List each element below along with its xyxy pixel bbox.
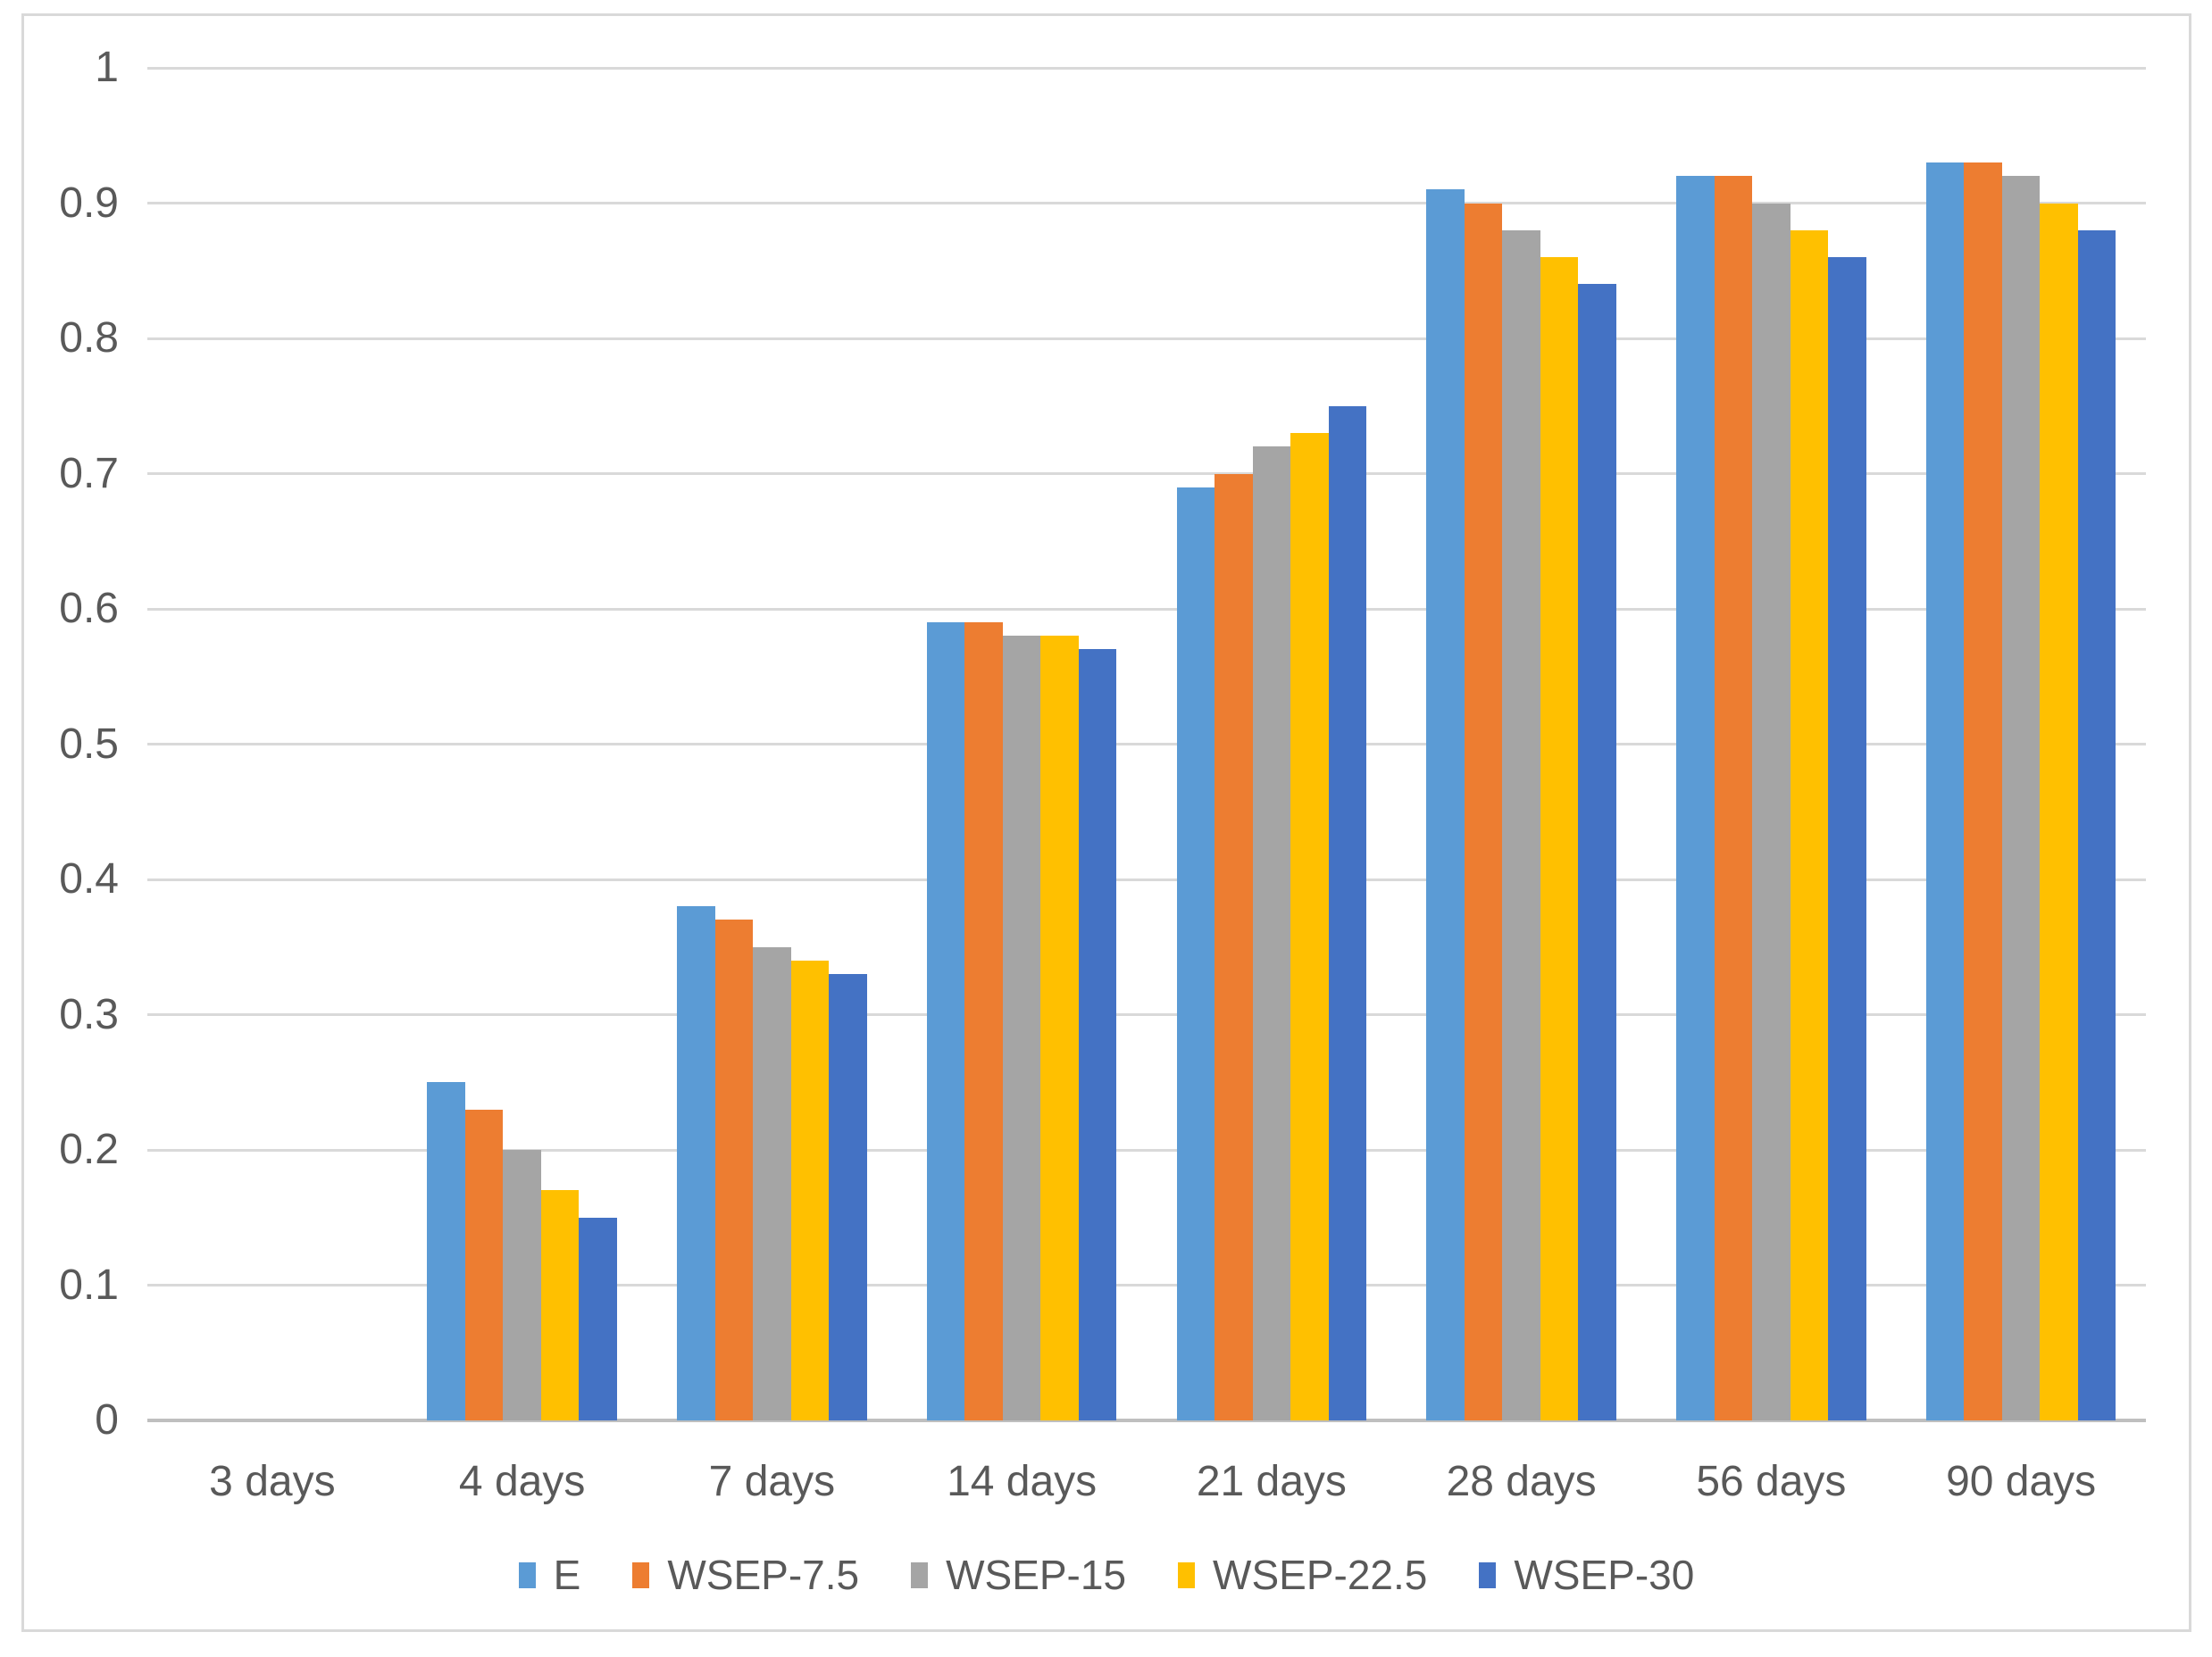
bar-wsep-22-5-90-days: [2040, 203, 2078, 1420]
y-tick-label-0-5: 0.5: [59, 720, 119, 768]
legend-item-wsep-15: WSEP-15: [911, 1551, 1126, 1599]
bar-e-90-days: [1925, 162, 1965, 1420]
bar-wsep-15-21-days: [1252, 446, 1291, 1420]
bar-group-28-days: [1397, 68, 1647, 1420]
bar-e-4-days: [427, 1082, 465, 1420]
bar-group-3-days: [147, 68, 397, 1420]
bar-wsep-22-5-4-days: [540, 1190, 580, 1420]
bar-wsep-30-21-days: [1328, 405, 1367, 1420]
y-tick-label-0-3: 0.3: [59, 990, 119, 1038]
gridline-0-9: [147, 202, 2146, 204]
bar-wsep-15-90-days: [2001, 176, 2041, 1420]
bar-group-7-days: [647, 68, 897, 1420]
legend-marker-wsep-22-5: [1178, 1561, 1196, 1588]
legend-item-wsep-30: WSEP-30: [1479, 1551, 1694, 1599]
legend-marker-e: [518, 1561, 536, 1588]
bar-e-56-days: [1676, 176, 1715, 1420]
chart-frame: 0 0.1 0.2 0.3 0.4 0.5 0.6 0.7 0.8 0.9 1 3 days 4 day…: [21, 13, 2191, 1632]
bar-group-56-days: [1647, 68, 1897, 1420]
y-tick-label-0-8: 0.8: [59, 314, 119, 362]
legend-marker-wsep-7-5: [632, 1561, 650, 1588]
bar-e-14-days: [926, 622, 965, 1420]
bar-wsep-30-4-days: [579, 1217, 617, 1420]
y-tick-label-0-2: 0.2: [59, 1126, 119, 1173]
legend-marker-wsep-30: [1479, 1561, 1497, 1588]
legend-marker-wsep-15: [911, 1561, 929, 1588]
bar-wsep-7-5-14-days: [964, 622, 1003, 1420]
legend-item-e: E: [518, 1551, 581, 1599]
bar-wsep-22-5-56-days: [1790, 229, 1829, 1420]
y-tick-label-0-7: 0.7: [59, 449, 119, 497]
bar-wsep-30-14-days: [1078, 649, 1117, 1420]
x-axis-label-7-days: 7 days: [708, 1458, 836, 1505]
legend-label-wsep-30: WSEP-30: [1514, 1552, 1695, 1598]
bar-e-7-days: [677, 906, 715, 1420]
bar-wsep-7-5-4-days: [464, 1109, 504, 1420]
y-tick-label-0: 0: [95, 1396, 119, 1444]
bar-wsep-7-5-7-days: [714, 920, 754, 1420]
y-tick-label-1: 1: [95, 44, 119, 91]
y-tick-label-0-4: 0.4: [59, 855, 119, 903]
legend-label-wsep-7-5: WSEP-7.5: [667, 1552, 860, 1598]
x-axis-label-56-days: 56 days: [1696, 1458, 1847, 1505]
bar-wsep-30-56-days: [1828, 257, 1866, 1420]
x-axis-label-14-days: 14 days: [947, 1458, 1098, 1505]
gridline-0-2: [147, 1148, 2146, 1152]
gridline-0-4: [147, 878, 2146, 881]
bar-wsep-30-90-days: [2077, 229, 2116, 1420]
gridline-0-7: [147, 472, 2146, 475]
bar-group-14-days: [897, 68, 1147, 1420]
bar-wsep-15-28-days: [1502, 229, 1540, 1420]
gridline-0-5: [147, 743, 2146, 745]
bar-wsep-7-5-56-days: [1714, 176, 1753, 1420]
x-axis-label-21-days: 21 days: [1196, 1458, 1347, 1505]
x-axis-line: [147, 1419, 2146, 1422]
bar-wsep-30-28-days: [1578, 284, 1616, 1420]
x-axis-label-28-days: 28 days: [1446, 1458, 1597, 1505]
gridline-0-6: [147, 607, 2146, 611]
legend-item-wsep-7-5: WSEP-7.5: [632, 1551, 859, 1599]
y-tick-label-0-6: 0.6: [59, 585, 119, 632]
gridline-1: [147, 66, 2146, 70]
bar-wsep-22-5-21-days: [1290, 433, 1329, 1420]
bar-wsep-15-7-days: [753, 946, 791, 1420]
x-axis-label-90-days: 90 days: [1946, 1458, 2097, 1505]
legend: E WSEP-7.5 WSEP-15 WSEP-22.5 WSEP-30: [24, 1548, 2189, 1602]
bar-wsep-15-56-days: [1752, 203, 1790, 1420]
bar-wsep-7-5-21-days: [1215, 473, 1253, 1420]
legend-label-wsep-15: WSEP-15: [946, 1552, 1127, 1598]
gridline-0-8: [147, 337, 2146, 340]
bar-group-4-days: [397, 68, 647, 1420]
legend-item-wsep-22-5: WSEP-22.5: [1178, 1551, 1427, 1599]
bar-e-21-days: [1176, 487, 1215, 1420]
legend-label-e: E: [553, 1552, 581, 1598]
x-axis-label-4-days: 4 days: [458, 1458, 586, 1505]
gridline-0-3: [147, 1013, 2146, 1016]
bar-wsep-22-5-28-days: [1540, 257, 1579, 1420]
x-axis-label-3-days: 3 days: [209, 1458, 336, 1505]
legend-label-wsep-22-5: WSEP-22.5: [1213, 1552, 1428, 1598]
y-tick-label-0-9: 0.9: [59, 179, 119, 227]
bar-wsep-30-7-days: [829, 974, 867, 1420]
bar-wsep-22-5-7-days: [790, 960, 830, 1420]
bar-wsep-22-5-14-days: [1040, 636, 1079, 1420]
bar-e-28-days: [1426, 189, 1465, 1420]
bar-wsep-15-4-days: [503, 1150, 541, 1420]
y-tick-label-0-1: 0.1: [59, 1261, 119, 1309]
bar-group-90-days: [1896, 68, 2146, 1420]
gridline-0-1: [147, 1284, 2146, 1286]
bar-group-21-days: [1147, 68, 1397, 1420]
bar-wsep-15-14-days: [1002, 636, 1041, 1420]
bar-wsep-7-5-90-days: [1964, 162, 2002, 1420]
bar-wsep-7-5-28-days: [1464, 203, 1503, 1420]
